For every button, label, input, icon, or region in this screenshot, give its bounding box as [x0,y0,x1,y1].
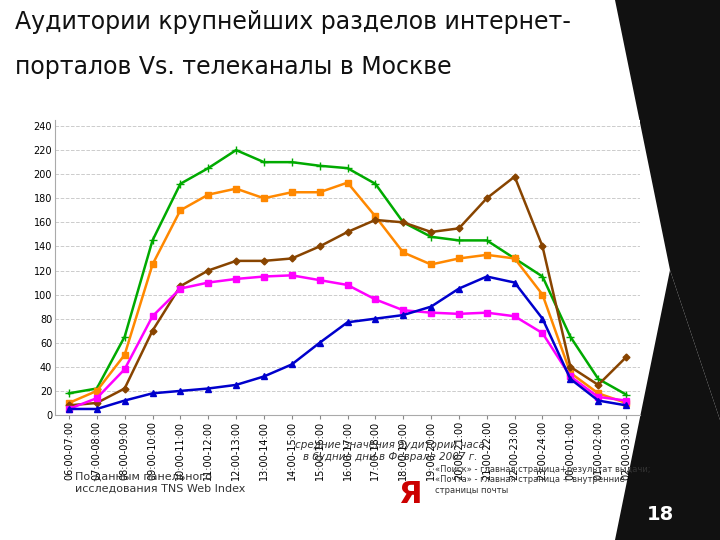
Text: По данным панельного
исследования TNS Web Index: По данным панельного исследования TNS We… [75,472,246,494]
Text: средние значения аудитории часа
в будние дни в Феврале 2007 г.: средние значения аудитории часа в будние… [295,440,485,462]
Text: «Поиск» - главная страница+результат выдачи;
«Почта» - главная страница + внутре: «Поиск» - главная страница+результат выд… [435,465,650,495]
Text: порталов Vs. телеканалы в Москве: порталов Vs. телеканалы в Москве [15,55,451,79]
Text: 18: 18 [647,505,674,524]
Text: Аудитории крупнейших разделов интернет-: Аудитории крупнейших разделов интернет- [15,10,571,34]
Text: tns: tns [25,502,52,517]
Text: Я: Я [398,480,422,509]
